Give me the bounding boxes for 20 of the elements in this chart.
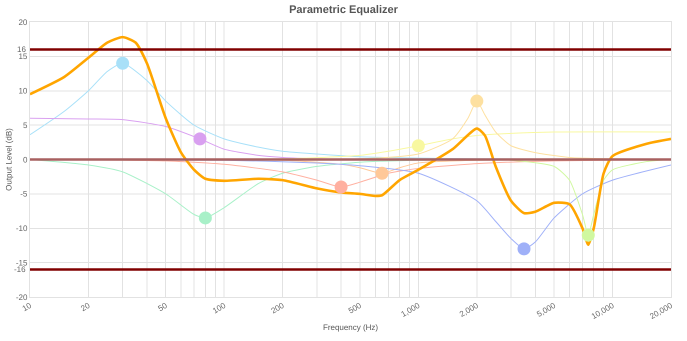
- x-tick-label: 50: [156, 300, 170, 314]
- y-tick-label: -10: [16, 224, 28, 234]
- y-axis-title: Output Level (dB): [4, 128, 14, 191]
- ref-line-label: 16: [17, 45, 26, 54]
- x-tick-label: 500: [346, 300, 364, 316]
- y-tick-label: 0: [22, 155, 28, 164]
- x-axis-title: Frequency (Hz): [322, 323, 378, 332]
- y-tick-label: 5: [22, 120, 28, 130]
- y-tick-label: -20: [16, 292, 28, 302]
- x-tick-label: 5,000: [535, 300, 558, 319]
- x-tick-label: 200: [270, 300, 286, 316]
- y-tick-label: 15: [18, 52, 28, 62]
- x-tick-label: 20: [79, 300, 92, 314]
- x-tick-label: 100: [211, 300, 228, 316]
- y-tick-label: -15: [16, 258, 28, 268]
- chart-title: Parametric Equalizer: [289, 4, 399, 16]
- y-tick-label: 10: [18, 86, 28, 96]
- y-tick-label: -5: [20, 190, 28, 199]
- ref-line-label: -16: [14, 265, 26, 274]
- y-tick-label: 20: [18, 18, 28, 27]
